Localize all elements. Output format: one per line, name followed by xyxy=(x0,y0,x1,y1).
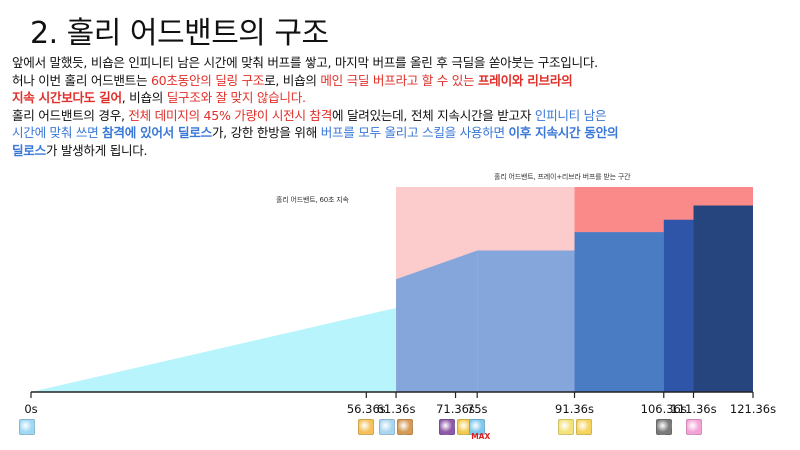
bell-icon xyxy=(655,419,672,435)
summon-icon xyxy=(397,419,414,435)
holy-advent-icon xyxy=(379,419,396,435)
pink-buff-icon xyxy=(685,419,702,435)
paragraph-line-3: 지속 시간보다도 길어, 비숍의 딜구조와 잘 맞지 않습니다. xyxy=(12,90,306,106)
x-tick-label: 71.36s xyxy=(436,402,475,416)
paragraph-line-1: 앞에서 말했듯, 비숍은 인피니티 남은 시간에 맞춰 버프를 쌓고, 마지막 … xyxy=(12,55,598,70)
x-tick-label: 121.36s xyxy=(729,402,777,416)
infinity-ramp-area xyxy=(31,307,397,392)
annotation-pray-libra: 홀리 어드밴트, 프레이+리브라 버프를 받는 구간 xyxy=(494,173,631,181)
dps-step-2 xyxy=(477,250,575,392)
dps-step-3 xyxy=(574,232,664,392)
x-tick-label: 106.36s xyxy=(640,402,687,416)
libra-icon xyxy=(575,419,592,435)
x-tick-label: 56.36s xyxy=(346,402,386,416)
infinity-skill-icon xyxy=(19,419,35,435)
dps-step-4 xyxy=(663,219,694,392)
max-label: MAX xyxy=(471,432,491,441)
x-tick-label: 111.36s xyxy=(670,402,717,416)
paragraph-line-5: 시간에 맞춰 쓰면 참격에 있어서 딜로스가, 강한 한방을 위해 버프를 모두… xyxy=(12,125,619,141)
paragraph-line-4: 홀리 어드밴트의 경우, 전체 데미지의 45% 가량이 시전시 참격에 달려있… xyxy=(12,107,607,123)
annotation-holy-advent: 홀리 어드밴트, 60초 지속 xyxy=(276,196,349,204)
dps-step-1 xyxy=(396,250,478,392)
x-tick-label: 75s xyxy=(466,402,488,416)
buff-skill-icon xyxy=(358,419,375,435)
dps-step-5 xyxy=(693,205,753,392)
pray-icon xyxy=(557,419,574,435)
paragraph-line-6: 딜로스가 발생하게 됩니다. xyxy=(12,142,148,158)
description-paragraph: 앞에서 말했듯, 비숍은 인피니티 남은 시간에 맞춰 버프를 쌓고, 마지막 … xyxy=(12,54,792,160)
infinity-max-icon xyxy=(469,419,486,435)
x-tick-label: 0s xyxy=(24,402,38,416)
x-tick-label: 61.36s xyxy=(376,402,416,416)
page-title: 2. 홀리 어드밴트의 구조 xyxy=(30,16,329,51)
paragraph-line-2: 허나 이번 홀리 어드밴트는 60초동안의 딜링 구조로, 비숍의 메인 극딜 … xyxy=(12,72,573,88)
x-tick-label: 91.36s xyxy=(555,402,594,416)
purple-buff-icon xyxy=(438,419,455,435)
